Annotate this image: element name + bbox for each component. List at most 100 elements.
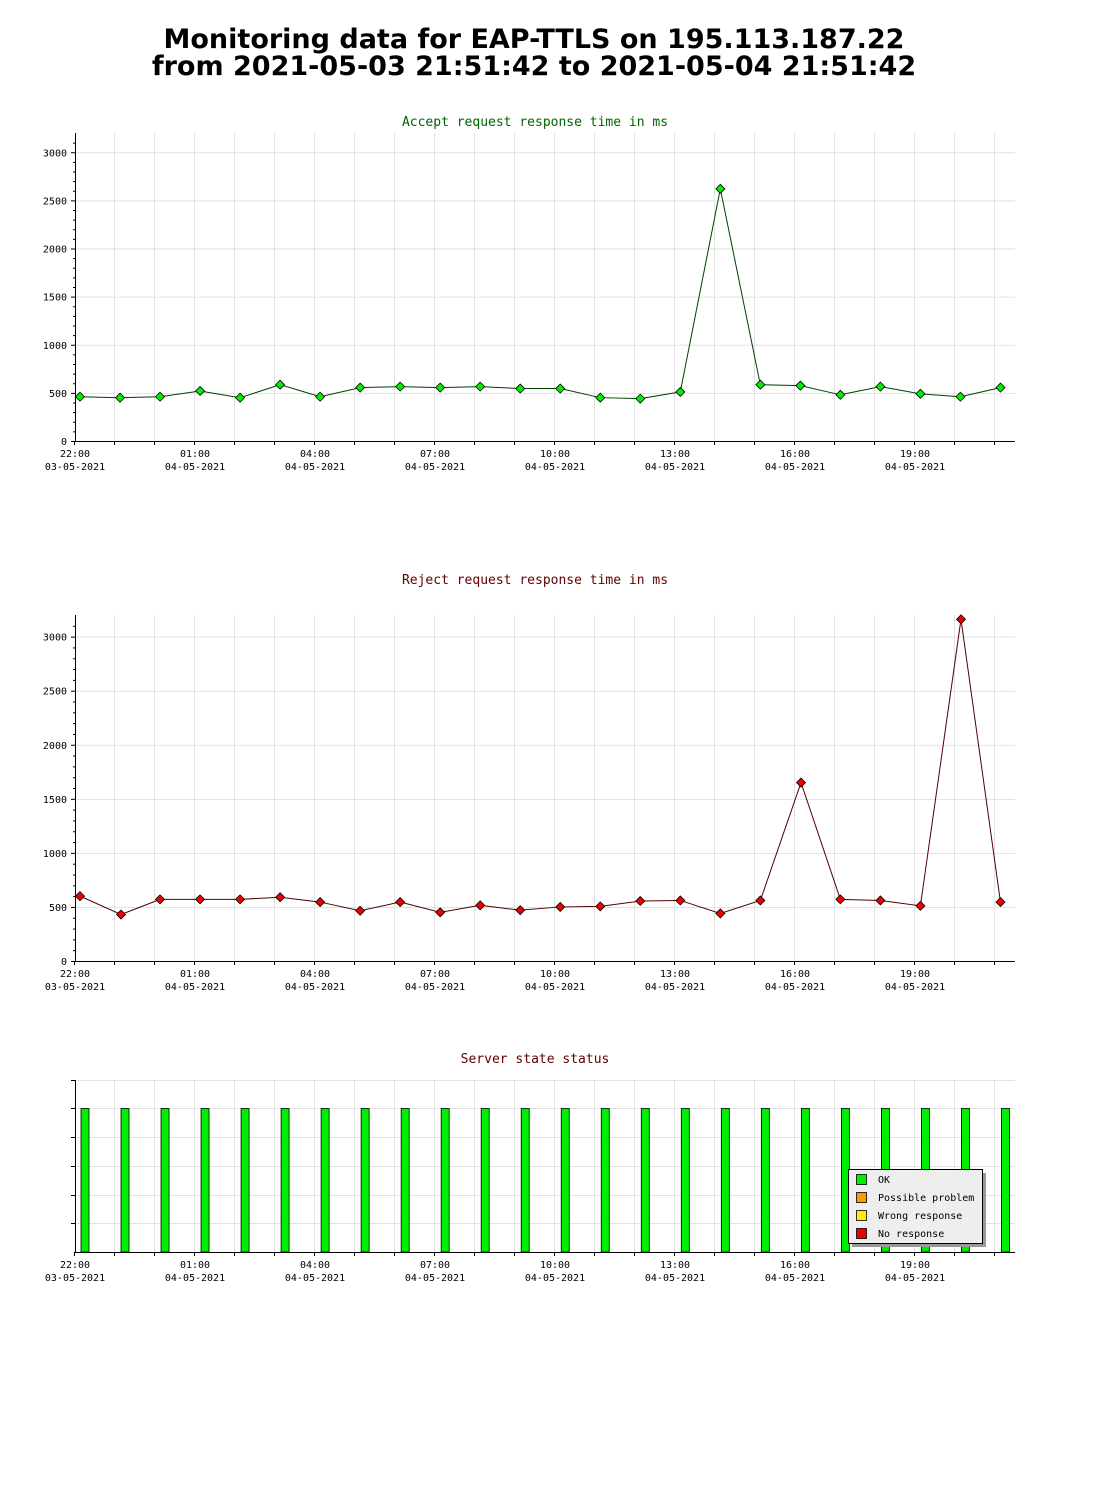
data-point bbox=[475, 900, 486, 911]
x-tick-time-label: 04:00 bbox=[300, 969, 330, 980]
chart-title: Reject request response time in ms bbox=[402, 573, 668, 588]
status-bar bbox=[160, 1108, 170, 1253]
y-tick-label: 3000 bbox=[43, 633, 67, 644]
status-bar bbox=[560, 1108, 570, 1253]
x-tick-time-label: 04:00 bbox=[300, 1260, 330, 1271]
status-bar bbox=[80, 1108, 90, 1253]
status-bar bbox=[240, 1108, 250, 1253]
data-point bbox=[795, 380, 806, 391]
x-tick-time-label: 10:00 bbox=[540, 449, 570, 460]
x-tick-time-label: 22:00 bbox=[60, 1260, 90, 1271]
x-tick-date-label: 03-05-2021 bbox=[45, 982, 105, 993]
x-tick-date-label: 04-05-2021 bbox=[405, 1273, 465, 1284]
data-point bbox=[955, 614, 967, 625]
series-line bbox=[79, 188, 1001, 400]
y-tick-label: 2500 bbox=[43, 196, 67, 207]
y-tick-label: 500 bbox=[49, 903, 67, 914]
data-point bbox=[915, 900, 926, 911]
x-tick-time-label: 07:00 bbox=[420, 449, 450, 460]
accept-response-time-chart: Accept request response time in ms 0 500 10… bbox=[43, 115, 1015, 473]
x-tick-date-label: 04-05-2021 bbox=[165, 1273, 225, 1284]
page-title-line2: from 2021-05-03 21:51:42 to 2021-05-04 2… bbox=[151, 51, 917, 82]
legend-swatch bbox=[856, 1228, 867, 1239]
status-bar bbox=[520, 1108, 530, 1253]
status-bar bbox=[760, 1108, 770, 1253]
x-tick-date-label: 04-05-2021 bbox=[645, 982, 705, 993]
x-tick-date-label: 04-05-2021 bbox=[525, 1273, 585, 1284]
x-tick-time-label: 22:00 bbox=[60, 969, 90, 980]
legend-swatch bbox=[856, 1174, 867, 1185]
data-point bbox=[635, 895, 646, 907]
data-point bbox=[154, 391, 166, 402]
status-bar bbox=[480, 1108, 490, 1253]
server-state-status-chart: Server state status OK Possible problem Wro… bbox=[45, 1052, 1015, 1284]
x-tick-time-label: 13:00 bbox=[660, 969, 690, 980]
chart-title: Accept request response time in ms bbox=[402, 115, 668, 130]
y-tick-label: 1000 bbox=[43, 341, 67, 352]
y-tick-label: 2500 bbox=[43, 687, 67, 698]
x-tick-time-label: 01:00 bbox=[180, 449, 210, 460]
x-tick-date-label: 03-05-2021 bbox=[45, 1273, 105, 1284]
status-bar bbox=[120, 1108, 130, 1253]
status-bar bbox=[360, 1108, 370, 1253]
status-bar bbox=[640, 1108, 650, 1253]
x-tick-time-label: 16:00 bbox=[780, 449, 810, 460]
data-point bbox=[995, 382, 1006, 393]
x-tick-time-label: 04:00 bbox=[300, 449, 330, 460]
data-point bbox=[194, 894, 206, 905]
status-bar bbox=[400, 1108, 410, 1253]
x-tick-date-label: 04-05-2021 bbox=[165, 462, 225, 473]
data-point bbox=[355, 905, 366, 916]
x-tick-date-label: 04-05-2021 bbox=[285, 1273, 345, 1284]
data-point bbox=[114, 392, 126, 403]
data-point bbox=[835, 389, 846, 400]
x-tick-time-label: 07:00 bbox=[420, 1260, 450, 1271]
legend: OK Possible problem Wrong response No respo… bbox=[848, 1169, 986, 1247]
legend-label: Possible problem bbox=[878, 1193, 974, 1204]
data-point bbox=[995, 897, 1006, 908]
legend-label: OK bbox=[878, 1175, 890, 1186]
chart-title: Server state status bbox=[461, 1052, 610, 1067]
x-tick-date-label: 04-05-2021 bbox=[405, 462, 465, 473]
legend-box bbox=[848, 1169, 983, 1244]
y-tick-label: 1500 bbox=[43, 293, 67, 304]
data-point bbox=[595, 392, 606, 403]
data-point bbox=[515, 383, 526, 394]
x-tick-time-label: 13:00 bbox=[660, 1260, 690, 1271]
y-tick-label: 0 bbox=[61, 957, 67, 968]
data-point bbox=[435, 382, 446, 393]
data-point bbox=[355, 382, 366, 393]
x-tick-time-label: 16:00 bbox=[780, 1260, 810, 1271]
data-point bbox=[275, 892, 286, 903]
page-title: Monitoring data for EAP-TTLS on 195.113.… bbox=[0, 26, 1068, 80]
data-point bbox=[154, 894, 166, 905]
data-point bbox=[475, 381, 486, 392]
data-point bbox=[795, 777, 807, 788]
y-tick-label: 1500 bbox=[43, 795, 67, 806]
data-point bbox=[74, 891, 86, 902]
reject-response-time-chart: Reject request response time in ms 0 500 10… bbox=[43, 573, 1015, 993]
status-bar bbox=[720, 1108, 730, 1253]
x-tick-date-label: 04-05-2021 bbox=[525, 982, 585, 993]
x-tick-date-label: 04-05-2021 bbox=[525, 462, 585, 473]
data-point bbox=[515, 905, 526, 916]
data-point bbox=[715, 183, 726, 194]
data-point bbox=[395, 897, 406, 908]
x-tick-time-label: 10:00 bbox=[540, 969, 570, 980]
data-point bbox=[555, 901, 566, 913]
legend-label: No response bbox=[878, 1229, 944, 1240]
data-point bbox=[755, 895, 766, 906]
legend-label: Wrong response bbox=[878, 1211, 962, 1222]
data-point bbox=[675, 895, 686, 906]
status-bar bbox=[320, 1108, 330, 1253]
status-bar bbox=[680, 1108, 690, 1253]
x-tick-time-label: 10:00 bbox=[540, 1260, 570, 1271]
data-point bbox=[835, 894, 846, 905]
x-tick-date-label: 04-05-2021 bbox=[165, 982, 225, 993]
status-bar bbox=[600, 1108, 610, 1253]
data-point bbox=[955, 391, 966, 402]
data-point bbox=[235, 894, 246, 905]
data-point bbox=[194, 385, 206, 397]
data-point bbox=[275, 379, 286, 390]
x-tick-date-label: 04-05-2021 bbox=[765, 462, 825, 473]
